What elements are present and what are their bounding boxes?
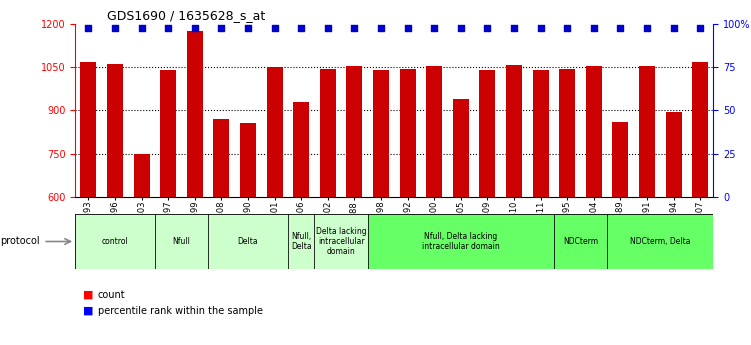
Bar [639,66,655,345]
Point [508,26,520,31]
Point [694,26,706,31]
Text: NDCterm, Delta: NDCterm, Delta [630,237,690,246]
Text: control: control [101,237,128,246]
Bar [559,69,575,345]
Bar [665,112,682,345]
Point [375,26,387,31]
Point [269,26,281,31]
Bar [427,66,442,345]
Point [242,26,254,31]
Bar [692,62,708,345]
Text: Nfull: Nfull [173,237,191,246]
Bar [346,66,362,345]
Bar [240,124,256,345]
FancyBboxPatch shape [368,214,554,269]
Text: percentile rank within the sample: percentile rank within the sample [98,306,263,315]
Point [614,26,626,31]
Text: ■: ■ [83,306,93,315]
Bar [320,69,336,345]
Bar [213,119,229,345]
Point [481,26,493,31]
Bar [506,65,522,345]
Point [109,26,121,31]
Text: Delta: Delta [237,237,258,246]
Point [561,26,573,31]
Bar [80,62,96,345]
FancyBboxPatch shape [607,214,713,269]
Text: Nfull,
Delta: Nfull, Delta [291,232,312,251]
Point [162,26,174,31]
Text: NDCterm: NDCterm [563,237,598,246]
Bar [479,70,496,345]
FancyBboxPatch shape [315,214,368,269]
FancyBboxPatch shape [155,214,208,269]
Point [136,26,148,31]
Text: protocol: protocol [0,237,40,246]
FancyBboxPatch shape [554,214,607,269]
Text: count: count [98,290,125,300]
Bar [107,65,123,345]
Point [216,26,228,31]
Bar [453,99,469,345]
Point [535,26,547,31]
Bar [400,69,415,345]
Text: Nfull, Delta lacking
intracellular domain: Nfull, Delta lacking intracellular domai… [422,232,499,251]
Bar [187,31,203,345]
Text: Delta lacking
intracellular
domain: Delta lacking intracellular domain [315,227,366,256]
Point [189,26,201,31]
Bar [373,70,389,345]
Point [321,26,333,31]
Bar [160,70,176,345]
FancyBboxPatch shape [75,214,155,269]
Point [428,26,440,31]
Bar [532,70,548,345]
Point [588,26,600,31]
Point [455,26,467,31]
Bar [586,66,602,345]
Bar [267,67,282,345]
Point [83,26,95,31]
Text: GDS1690 / 1635628_s_at: GDS1690 / 1635628_s_at [107,9,265,22]
Point [641,26,653,31]
Point [295,26,307,31]
Point [668,26,680,31]
Bar [612,122,629,345]
Bar [134,154,149,345]
Point [402,26,414,31]
FancyBboxPatch shape [288,214,315,269]
FancyBboxPatch shape [208,214,288,269]
Point [348,26,360,31]
Text: ■: ■ [83,290,93,300]
Bar [293,102,309,345]
